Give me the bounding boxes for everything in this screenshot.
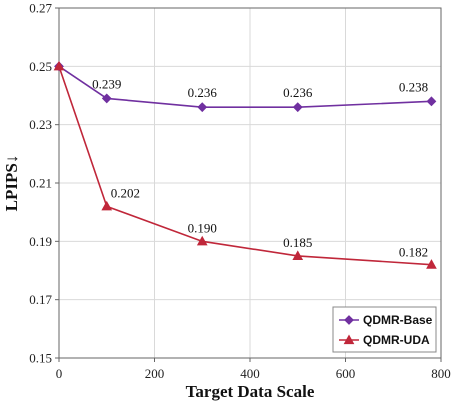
series-line-uda [58,66,432,266]
x-tick-label: 800 [431,366,451,381]
data-point [197,102,208,113]
y-tick-label: 0.25 [29,59,52,74]
x-axis-ticks: 0 200 400 600 800 [56,358,451,381]
y-axis-ticks: 0.15 0.17 0.19 0.21 0.23 0.25 0.27 [29,1,59,366]
data-point [426,96,437,107]
data-labels: 0.239 0.236 0.236 0.238 0.202 0.190 0.185 0.182 [92,76,428,259]
x-tick-label: 0 [56,366,63,381]
data-point [101,200,113,211]
x-tick-label: 400 [240,366,260,381]
y-tick-label: 0.23 [29,117,52,132]
x-tick-label: 600 [336,366,356,381]
data-label: 0.202 [111,185,140,200]
data-label: 0.236 [283,85,313,100]
series-lines [58,65,432,266]
data-label: 0.190 [188,220,217,235]
y-tick-label: 0.17 [29,292,52,307]
x-tick-label: 200 [145,366,165,381]
y-axis-title: LPIPS↓ [2,155,21,212]
data-label: 0.239 [92,76,121,91]
data-point [426,259,437,269]
data-point [196,235,208,246]
grid-lines [58,7,442,359]
y-tick-label: 0.19 [29,234,52,249]
legend-box [332,306,437,353]
data-label: 0.238 [399,79,428,94]
y-tick-label: 0.27 [29,1,52,16]
data-point [292,250,304,261]
legend-swatch-marker [343,334,355,345]
data-point [101,93,112,104]
data-point [53,60,65,71]
data-label: 0.182 [399,245,428,260]
y-tick-label: 0.21 [29,176,52,191]
legend-label: QDMR-Base [363,313,433,327]
data-label: 0.185 [283,235,312,250]
series-markers [53,60,437,269]
x-axis-title: Target Data Scale [186,382,315,401]
y-tick-label: 0.15 [29,351,52,366]
legend-swatch-marker [344,315,354,325]
data-label: 0.236 [188,85,218,100]
legend: QDMR-Base QDMR-UDA [332,306,437,353]
legend-label: QDMR-UDA [363,333,430,347]
data-point [292,102,303,113]
